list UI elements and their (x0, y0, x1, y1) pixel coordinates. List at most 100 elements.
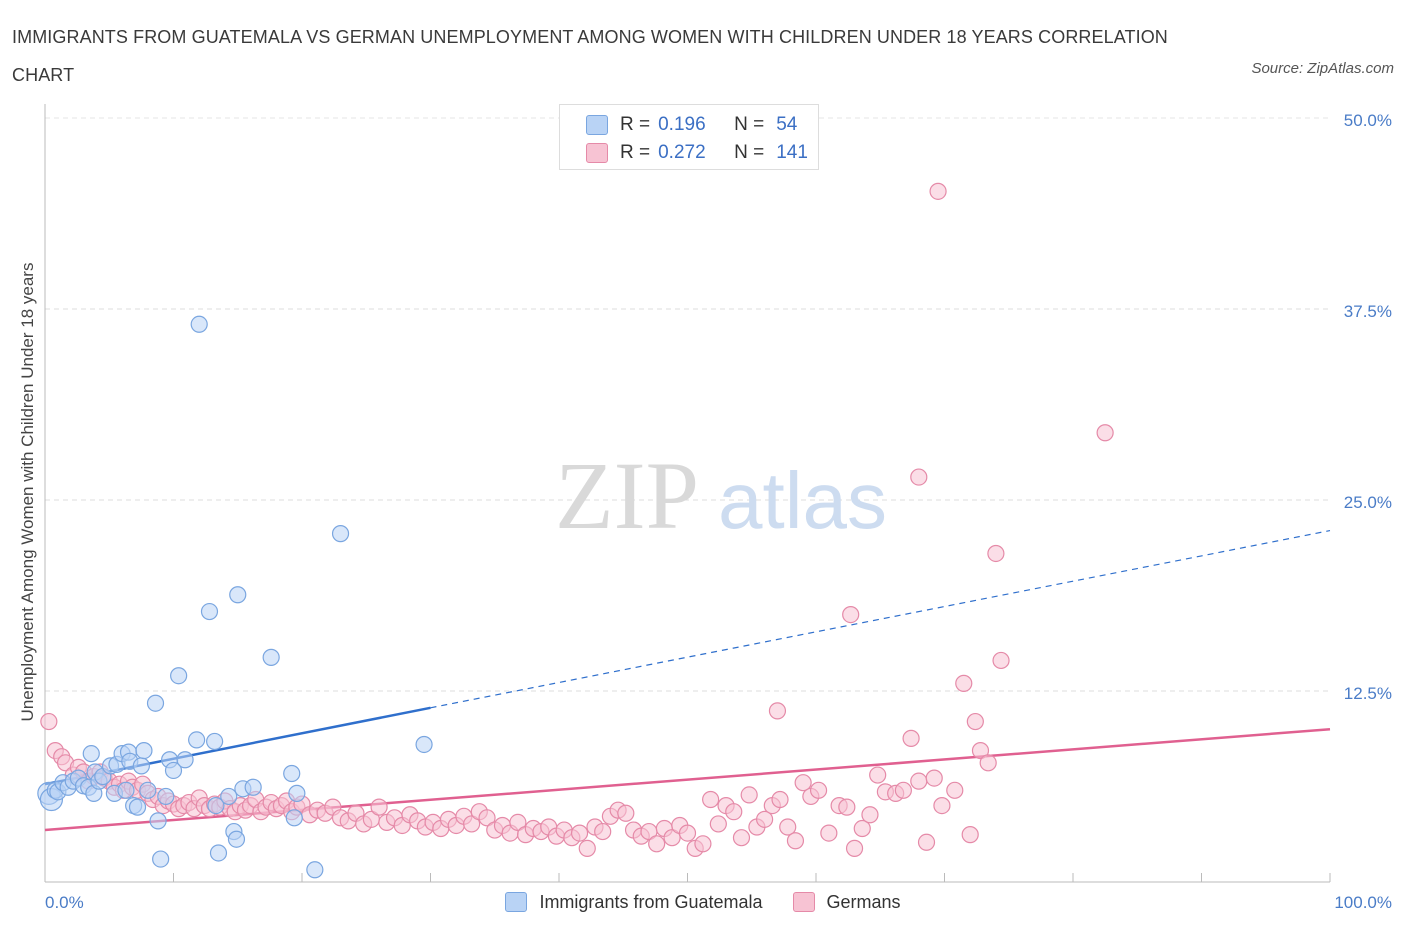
watermark-zip: ZIP (555, 442, 699, 549)
data-point (262, 648, 280, 666)
n-value: 141 (776, 142, 808, 163)
data-point (176, 751, 194, 769)
data-point (955, 674, 973, 692)
data-point (894, 781, 912, 799)
watermark-atlas: atlas (718, 456, 887, 545)
data-point (861, 806, 879, 824)
data-point (128, 798, 147, 816)
data-point (946, 781, 964, 799)
data-point (244, 778, 262, 796)
data-point (838, 798, 856, 816)
legend-swatch-germans (792, 892, 815, 912)
x-tick-label-max: 100.0% (1334, 893, 1392, 912)
r-label: R = (620, 114, 651, 135)
data-point (702, 790, 720, 809)
data-point (617, 804, 635, 822)
data-point (206, 732, 224, 751)
r-label: R = (620, 142, 651, 163)
y-tick-label: 12.5% (1344, 684, 1392, 703)
data-point (82, 745, 100, 763)
data-point (979, 754, 997, 772)
data-point (869, 766, 887, 784)
data-point (933, 796, 951, 815)
data-point (190, 315, 208, 333)
axes (44, 104, 1331, 883)
source-label: Source: ZipAtlas.com (1251, 60, 1394, 77)
data-point (227, 830, 246, 848)
data-point (117, 781, 135, 799)
data-point (648, 835, 666, 853)
data-point (917, 833, 936, 851)
data-point (509, 813, 527, 832)
data-point (288, 784, 306, 802)
data-point (709, 815, 727, 833)
legend-item-germans[interactable]: Germans (792, 888, 901, 916)
data-point (971, 741, 990, 760)
data-point (285, 809, 303, 827)
data-point (415, 735, 433, 754)
data-point (152, 850, 170, 868)
data-point (694, 835, 712, 853)
data-point (1096, 424, 1114, 442)
y-tick-label: 25.0% (1344, 493, 1392, 512)
data-point (283, 764, 301, 783)
data-point (463, 815, 481, 833)
data-point (992, 651, 1010, 670)
n-value: 54 (776, 114, 798, 135)
data-point (987, 544, 1005, 563)
data-point (732, 829, 751, 847)
tick-labels: 12.5% 25.0% 37.5% 50.0% 0.0% 100.0% (45, 111, 1392, 912)
data-point (786, 832, 805, 850)
r-value: 0.196 (658, 114, 706, 135)
data-point (755, 810, 774, 828)
data-point (594, 822, 612, 841)
grid-lines (45, 117, 1330, 692)
data-point (820, 824, 838, 842)
data-point (139, 781, 157, 799)
data-point (570, 824, 589, 842)
r-value: 0.272 (658, 142, 706, 163)
data-point (910, 772, 928, 790)
data-point (40, 712, 58, 731)
correlation-legend: R = 0.196 N = 54 R = 0.272 N = 141 (559, 104, 819, 170)
legend-label-germans: Germans (826, 891, 901, 912)
legend-item-guatemala[interactable]: Immigrants from Guatemala (505, 888, 763, 916)
data-point (910, 468, 928, 486)
data-points (37, 182, 1114, 879)
data-point (768, 702, 787, 720)
legend-swatch-guatemala (586, 115, 608, 135)
data-point (220, 787, 238, 806)
series-legend: Immigrants from Guatemala Germans (0, 888, 1406, 916)
data-point (146, 694, 165, 712)
data-point (229, 586, 247, 604)
data-point (331, 525, 350, 543)
data-point (925, 769, 943, 787)
data-point (164, 761, 183, 780)
data-point (771, 790, 789, 809)
chart-title: IMMIGRANTS FROM GUATEMALA VS GERMAN UNEM… (12, 27, 1168, 85)
legend-label-guatemala: Immigrants from Guatemala (539, 891, 763, 912)
data-point (188, 731, 206, 749)
x-tick-label-min: 0.0% (45, 893, 84, 912)
data-point (961, 826, 979, 844)
data-point (132, 757, 150, 775)
legend-swatch-guatemala (505, 892, 528, 912)
data-point (478, 809, 496, 827)
data-point (207, 796, 225, 815)
y-tick-label: 50.0% (1344, 111, 1392, 130)
data-point (842, 605, 860, 624)
data-point (678, 824, 697, 842)
y-tick-label: 37.5% (1344, 302, 1392, 321)
data-point (578, 839, 596, 857)
data-point (200, 602, 219, 621)
data-point (966, 712, 984, 731)
data-point (306, 861, 324, 879)
watermark: ZIP atlas (555, 442, 887, 549)
data-point (779, 818, 797, 836)
data-point (149, 812, 167, 830)
data-point (663, 829, 681, 847)
n-label: N = (734, 142, 765, 163)
data-point (209, 844, 228, 862)
data-point (157, 787, 175, 806)
